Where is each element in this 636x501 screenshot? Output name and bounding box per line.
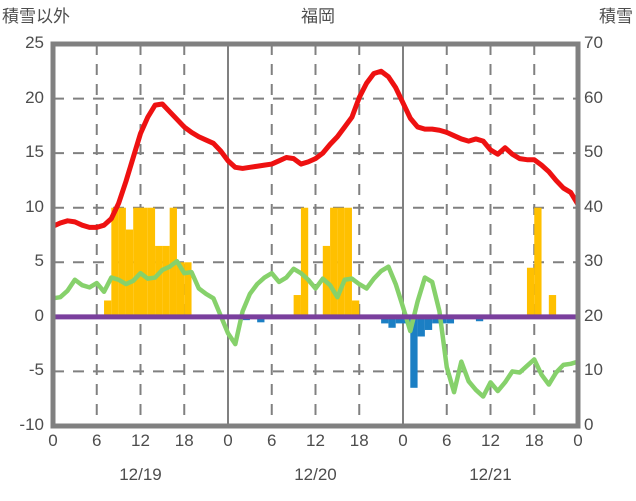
wind-line — [50, 258, 581, 399]
y-axis-right-tick: 10 — [584, 360, 603, 380]
y-axis-left-tick: 0 — [34, 305, 44, 325]
x-axis-tick: 6 — [442, 431, 452, 450]
x-axis-date-label: 12/21 — [469, 465, 512, 484]
x-axis-tick: 6 — [267, 431, 277, 450]
y-axis-left-tick: 15 — [25, 142, 44, 162]
x-axis-tick: 12 — [131, 431, 150, 450]
y-axis-right-tick: 70 — [584, 33, 603, 52]
x-axis-tick: 18 — [524, 431, 544, 450]
x-axis-tick: 18 — [349, 431, 369, 450]
left-axis-unit-label: 積雪以外 — [2, 7, 70, 26]
y-axis-left-tick: -10 — [19, 415, 44, 434]
y-axis-left-tick: 10 — [25, 196, 44, 216]
x-axis-date-label: 12/19 — [119, 465, 162, 484]
y-axis-left-tick: 20 — [25, 87, 44, 107]
x-axis-tick: 0 — [398, 431, 408, 450]
x-axis-tick: 0 — [223, 431, 233, 450]
y-axis-right-tick: 0 — [584, 415, 594, 434]
y-axis-left-tick: 5 — [34, 251, 44, 271]
y-axis-right-tick: 50 — [584, 142, 603, 162]
y-axis-right-tick: 30 — [584, 251, 603, 271]
page-title: 福岡 — [301, 7, 335, 26]
y-axis-left-tick: 25 — [25, 33, 44, 52]
y-axis-right-tick: 60 — [584, 87, 603, 107]
right-axis-unit-label: 積雪 — [599, 7, 633, 26]
temperature-line — [50, 68, 581, 230]
x-axis-tick: 0 — [48, 431, 58, 450]
x-axis-tick: 6 — [92, 431, 102, 450]
y-axis-right-tick: 20 — [584, 305, 603, 325]
x-axis-tick: 18 — [174, 431, 194, 450]
y-axis-right-tick: 40 — [584, 196, 603, 216]
x-axis-date-label: 12/20 — [294, 465, 337, 484]
x-axis-tick: 12 — [481, 431, 500, 450]
x-axis-tick: 12 — [306, 431, 325, 450]
y-axis-left-tick: -5 — [28, 360, 44, 380]
x-axis-tick: 0 — [573, 431, 583, 450]
plot-frame — [50, 41, 581, 429]
